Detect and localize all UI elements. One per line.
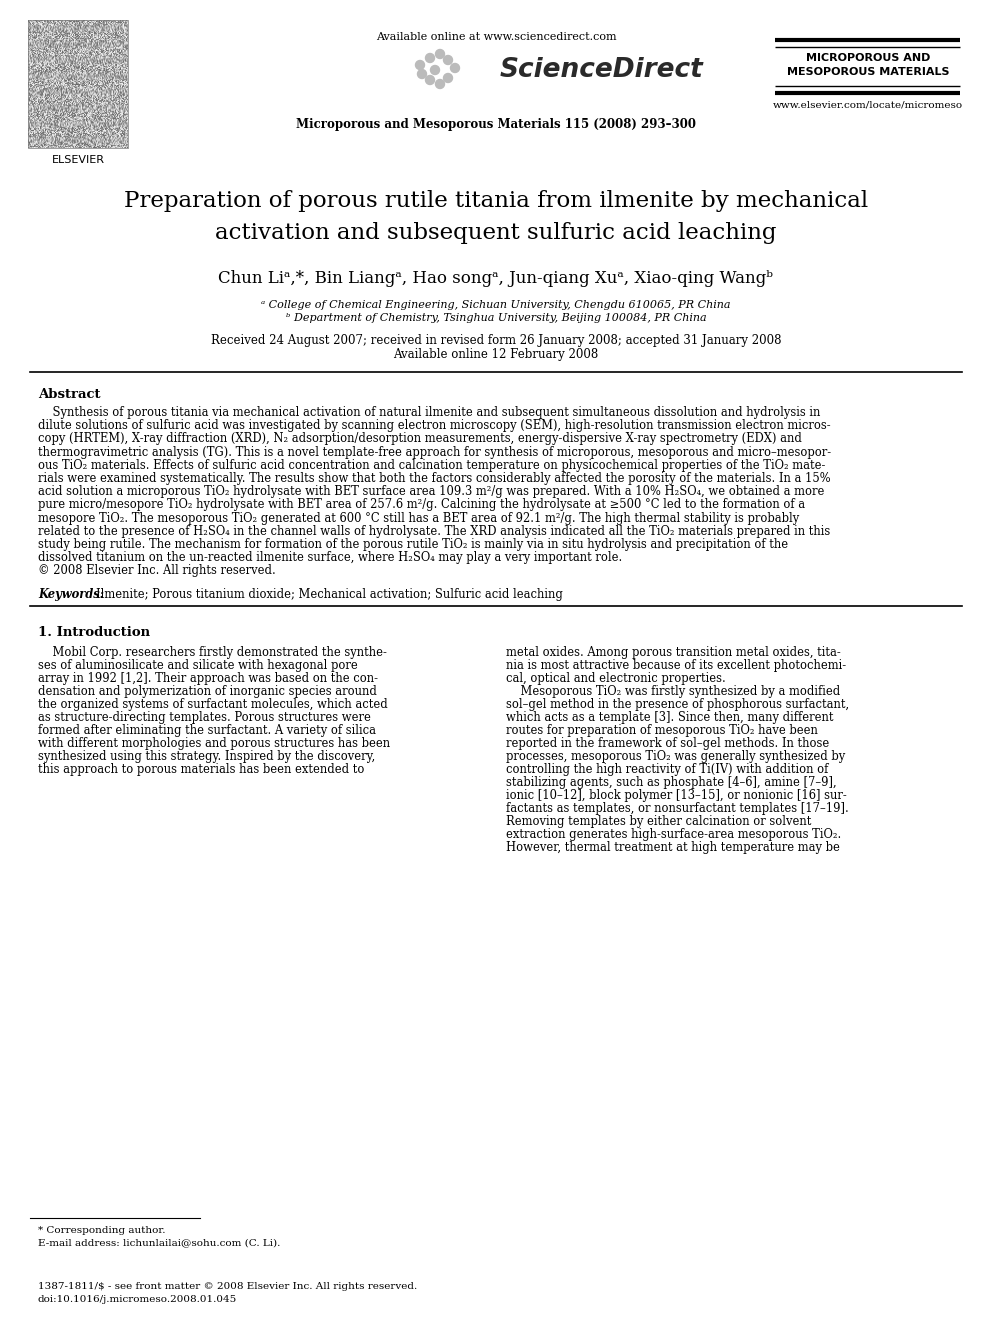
Text: Ilmenite; Porous titanium dioxide; Mechanical activation; Sulfuric acid leaching: Ilmenite; Porous titanium dioxide; Mecha…: [96, 587, 562, 601]
Circle shape: [435, 79, 444, 89]
Circle shape: [426, 53, 434, 62]
Text: Microporous and Mesoporous Materials 115 (2008) 293–300: Microporous and Mesoporous Materials 115…: [296, 118, 696, 131]
Text: the organized systems of surfactant molecules, which acted: the organized systems of surfactant mole…: [38, 697, 388, 710]
Text: ous TiO₂ materials. Effects of sulfuric acid concentration and calcination tempe: ous TiO₂ materials. Effects of sulfuric …: [38, 459, 825, 472]
Text: processes, mesoporous TiO₂ was generally synthesized by: processes, mesoporous TiO₂ was generally…: [506, 750, 845, 762]
Text: ELSEVIER: ELSEVIER: [52, 155, 104, 165]
Text: Keywords:: Keywords:: [38, 587, 104, 601]
Text: copy (HRTEM), X-ray diffraction (XRD), N₂ adsorption/desorption measurements, en: copy (HRTEM), X-ray diffraction (XRD), N…: [38, 433, 802, 446]
Circle shape: [416, 61, 425, 70]
Text: ses of aluminosilicate and silicate with hexagonal pore: ses of aluminosilicate and silicate with…: [38, 659, 358, 672]
Text: related to the presence of H₂SO₄ in the channel walls of hydrolysate. The XRD an: related to the presence of H₂SO₄ in the …: [38, 525, 830, 538]
Text: www.elsevier.com/locate/micromeso: www.elsevier.com/locate/micromeso: [773, 101, 963, 108]
Text: ScienceDirect: ScienceDirect: [500, 57, 703, 83]
Circle shape: [426, 75, 434, 85]
Text: Preparation of porous rutile titania from ilmenite by mechanical: Preparation of porous rutile titania fro…: [124, 191, 868, 212]
Text: ᵇ Department of Chemistry, Tsinghua University, Beijing 100084, PR China: ᵇ Department of Chemistry, Tsinghua Univ…: [286, 314, 706, 323]
Text: rials were examined systematically. The results show that both the factors consi: rials were examined systematically. The …: [38, 472, 830, 486]
Text: Synthesis of porous titania via mechanical activation of natural ilmenite and su: Synthesis of porous titania via mechanic…: [38, 406, 820, 419]
Text: MICROPOROUS AND: MICROPOROUS AND: [806, 53, 930, 64]
Circle shape: [431, 66, 439, 74]
Text: routes for preparation of mesoporous TiO₂ have been: routes for preparation of mesoporous TiO…: [506, 724, 817, 737]
Text: extraction generates high-surface-area mesoporous TiO₂.: extraction generates high-surface-area m…: [506, 828, 841, 840]
Text: 1387-1811/$ - see front matter © 2008 Elsevier Inc. All rights reserved.: 1387-1811/$ - see front matter © 2008 El…: [38, 1282, 418, 1291]
Text: controlling the high reactivity of Ti(IV) with addition of: controlling the high reactivity of Ti(IV…: [506, 762, 828, 775]
Text: thermogravimetric analysis (TG). This is a novel template-free approach for synt: thermogravimetric analysis (TG). This is…: [38, 446, 831, 459]
Text: Received 24 August 2007; received in revised form 26 January 2008; accepted 31 J: Received 24 August 2007; received in rev…: [210, 333, 782, 347]
Circle shape: [443, 56, 452, 65]
Text: acid solution a microporous TiO₂ hydrolysate with BET surface area 109.3 m²/g wa: acid solution a microporous TiO₂ hydroly…: [38, 486, 824, 499]
Text: this approach to porous materials has been extended to: this approach to porous materials has be…: [38, 762, 364, 775]
Text: Mesoporous TiO₂ was firstly synthesized by a modified: Mesoporous TiO₂ was firstly synthesized …: [506, 684, 840, 697]
Text: formed after eliminating the surfactant. A variety of silica: formed after eliminating the surfactant.…: [38, 724, 376, 737]
Text: which acts as a template [3]. Since then, many different: which acts as a template [3]. Since then…: [506, 710, 833, 724]
Text: metal oxides. Among porous transition metal oxides, tita-: metal oxides. Among porous transition me…: [506, 646, 841, 659]
Text: sol–gel method in the presence of phosphorous surfactant,: sol–gel method in the presence of phosph…: [506, 697, 849, 710]
Text: study being rutile. The mechanism for formation of the porous rutile TiO₂ is mai: study being rutile. The mechanism for fo…: [38, 538, 788, 550]
Text: MESOPOROUS MATERIALS: MESOPOROUS MATERIALS: [787, 67, 949, 77]
Text: ᵃ College of Chemical Engineering, Sichuan University, Chengdu 610065, PR China: ᵃ College of Chemical Engineering, Sichu…: [261, 300, 731, 310]
Text: E-mail address: lichunlailai@sohu.com (C. Li).: E-mail address: lichunlailai@sohu.com (C…: [38, 1238, 281, 1248]
Text: 1. Introduction: 1. Introduction: [38, 626, 150, 639]
Text: * Corresponding author.: * Corresponding author.: [38, 1226, 166, 1234]
Text: nia is most attractive because of its excellent photochemi-: nia is most attractive because of its ex…: [506, 659, 846, 672]
Text: Removing templates by either calcination or solvent: Removing templates by either calcination…: [506, 815, 811, 828]
Bar: [28, 20, 128, 148]
Text: dilute solutions of sulfuric acid was investigated by scanning electron microsco: dilute solutions of sulfuric acid was in…: [38, 419, 830, 433]
Text: Available online at www.sciencedirect.com: Available online at www.sciencedirect.co…: [376, 32, 616, 42]
Text: factants as templates, or nonsurfactant templates [17–19].: factants as templates, or nonsurfactant …: [506, 802, 849, 815]
Text: as structure-directing templates. Porous structures were: as structure-directing templates. Porous…: [38, 710, 371, 724]
Circle shape: [450, 64, 459, 73]
Text: stabilizing agents, such as phosphate [4–6], amine [7–9],: stabilizing agents, such as phosphate [4…: [506, 775, 836, 789]
Text: with different morphologies and porous structures has been: with different morphologies and porous s…: [38, 737, 390, 750]
Text: Available online 12 February 2008: Available online 12 February 2008: [394, 348, 598, 361]
Text: doi:10.1016/j.micromeso.2008.01.045: doi:10.1016/j.micromeso.2008.01.045: [38, 1295, 237, 1304]
Text: pure micro/mesopore TiO₂ hydrolysate with BET area of 257.6 m²/g. Calcining the : pure micro/mesopore TiO₂ hydrolysate wit…: [38, 499, 806, 512]
Text: activation and subsequent sulfuric acid leaching: activation and subsequent sulfuric acid …: [215, 222, 777, 243]
Text: densation and polymerization of inorganic species around: densation and polymerization of inorgani…: [38, 684, 377, 697]
Text: dissolved titanium on the un-reacted ilmenite surface, where H₂SO₄ may play a ve: dissolved titanium on the un-reacted ilm…: [38, 552, 622, 564]
Text: ionic [10–12], block polymer [13–15], or nonionic [16] sur-: ionic [10–12], block polymer [13–15], or…: [506, 789, 847, 802]
Text: Mobil Corp. researchers firstly demonstrated the synthe-: Mobil Corp. researchers firstly demonstr…: [38, 646, 387, 659]
Circle shape: [443, 74, 452, 82]
Text: synthesized using this strategy. Inspired by the discovery,: synthesized using this strategy. Inspire…: [38, 750, 375, 762]
Text: array in 1992 [1,2]. Their approach was based on the con-: array in 1992 [1,2]. Their approach was …: [38, 672, 378, 684]
Text: mesopore TiO₂. The mesoporous TiO₂ generated at 600 °C still has a BET area of 9: mesopore TiO₂. The mesoporous TiO₂ gener…: [38, 512, 800, 525]
Circle shape: [435, 49, 444, 58]
Text: Chun Liᵃ,*, Bin Liangᵃ, Hao songᵃ, Jun-qiang Xuᵃ, Xiao-qing Wangᵇ: Chun Liᵃ,*, Bin Liangᵃ, Hao songᵃ, Jun-q…: [218, 270, 774, 287]
Circle shape: [418, 70, 427, 78]
Text: © 2008 Elsevier Inc. All rights reserved.: © 2008 Elsevier Inc. All rights reserved…: [38, 565, 276, 577]
Text: Abstract: Abstract: [38, 388, 100, 401]
Text: cal, optical and electronic properties.: cal, optical and electronic properties.: [506, 672, 726, 684]
Text: reported in the framework of sol–gel methods. In those: reported in the framework of sol–gel met…: [506, 737, 829, 750]
Text: However, thermal treatment at high temperature may be: However, thermal treatment at high tempe…: [506, 840, 840, 853]
